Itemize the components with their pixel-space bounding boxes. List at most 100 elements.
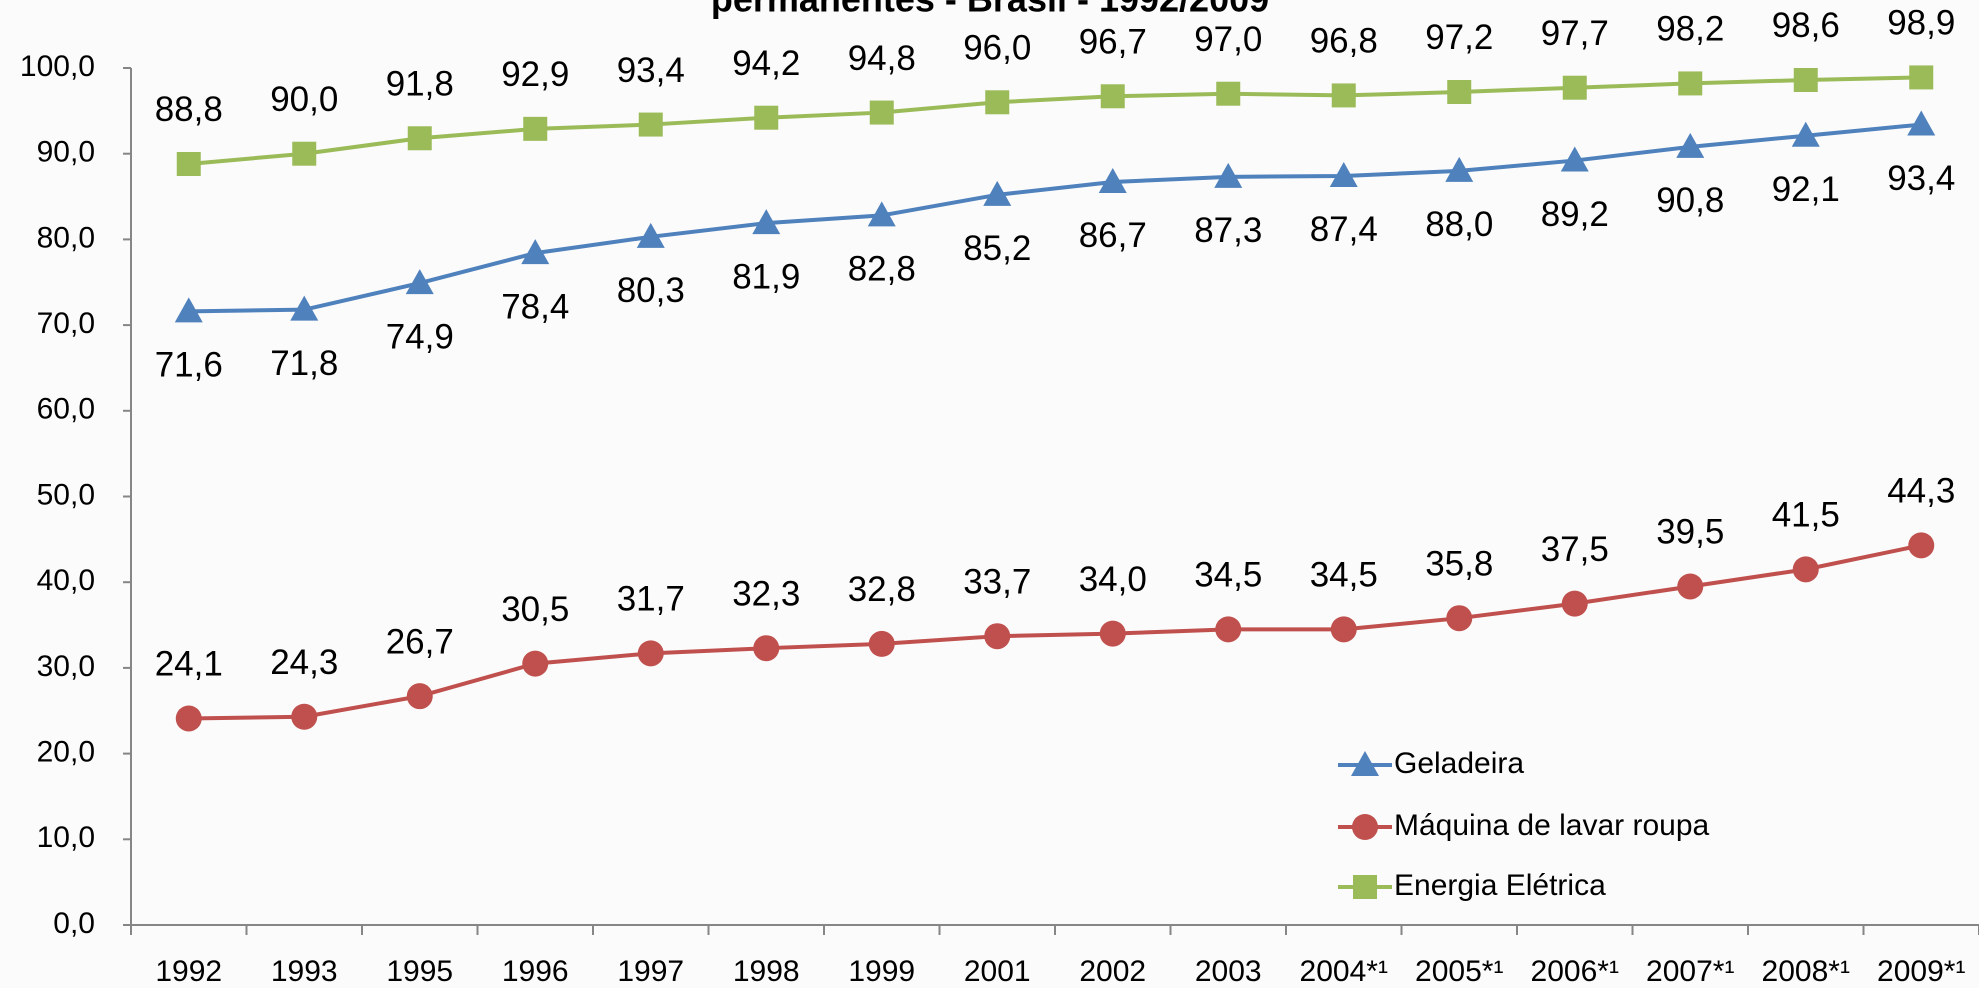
data-label: 85,2 (963, 229, 1031, 268)
chart-title: permanentes - Brasil - 1992/2009 (711, 0, 1269, 20)
data-label: 24,1 (155, 645, 223, 684)
data-label: 98,2 (1656, 10, 1724, 49)
x-tick-label: 1995 (386, 955, 453, 988)
point-marker (1678, 71, 1702, 95)
point-marker (1563, 76, 1587, 100)
y-tick-label: 90,0 (37, 136, 95, 169)
data-label: 87,4 (1310, 210, 1378, 249)
point-marker (176, 705, 202, 731)
data-label: 96,7 (1079, 23, 1147, 62)
data-label: 41,5 (1772, 496, 1840, 535)
x-tick-label: 2004*¹ (1300, 955, 1388, 988)
x-tick-label: 2008*¹ (1762, 955, 1850, 988)
data-label: 80,3 (617, 271, 685, 310)
point-marker (1794, 68, 1818, 92)
data-label: 34,0 (1079, 560, 1147, 599)
point-marker (869, 631, 895, 657)
data-label: 97,7 (1541, 14, 1609, 53)
legend-label: Geladeira (1394, 747, 1524, 780)
point-marker (1677, 573, 1703, 599)
data-label: 98,9 (1887, 4, 1955, 43)
data-label: 96,0 (963, 29, 1031, 68)
data-label: 74,9 (386, 317, 454, 356)
x-tick-label: 2003 (1195, 955, 1262, 988)
x-tick-label: 2001 (964, 955, 1031, 988)
data-label: 91,8 (386, 65, 454, 104)
chart: permanentes - Brasil - 1992/2009 0,0 10,0… (0, 0, 1979, 988)
point-marker (1793, 556, 1819, 582)
data-label: 78,4 (501, 287, 569, 326)
point-marker (522, 651, 548, 677)
point-marker (754, 106, 778, 130)
data-label: 98,6 (1772, 6, 1840, 45)
data-label: 90,8 (1656, 181, 1724, 220)
data-label: 26,7 (386, 622, 454, 661)
data-label: 30,5 (501, 590, 569, 629)
data-label: 34,5 (1310, 556, 1378, 595)
point-marker (291, 704, 317, 730)
data-label: 44,3 (1887, 472, 1955, 511)
point-marker (1215, 616, 1241, 642)
y-tick-label: 50,0 (37, 478, 95, 511)
data-label: 32,8 (848, 570, 916, 609)
data-label: 39,5 (1656, 513, 1724, 552)
point-marker (1100, 621, 1126, 647)
point-marker (177, 152, 201, 176)
data-label: 92,1 (1772, 170, 1840, 209)
point-marker (985, 90, 1009, 114)
x-tick-label: 1993 (271, 955, 338, 988)
data-label: 87,3 (1194, 211, 1262, 250)
y-tick-label: 20,0 (37, 736, 95, 769)
data-label: 94,2 (732, 44, 800, 83)
point-marker (1332, 83, 1356, 107)
x-tick-label: 1999 (848, 955, 915, 988)
point-marker (1907, 111, 1935, 136)
legend-label: Energia Elétrica (1394, 869, 1606, 902)
point-marker (1216, 82, 1240, 106)
point-marker (1562, 591, 1588, 617)
data-label: 34,5 (1194, 556, 1262, 595)
point-marker (1331, 616, 1357, 642)
x-tick-label: 1996 (502, 955, 569, 988)
data-label: 81,9 (732, 257, 800, 296)
data-label: 90,0 (270, 80, 338, 119)
data-label: 31,7 (617, 580, 685, 619)
legend-label: Máquina de lavar roupa (1394, 809, 1710, 842)
x-tick-label: 1998 (733, 955, 800, 988)
point-marker (753, 635, 779, 661)
point-marker (1909, 65, 1933, 89)
data-label: 82,8 (848, 250, 916, 289)
data-label: 89,2 (1541, 195, 1609, 234)
y-tick-label: 10,0 (37, 821, 95, 854)
y-tick-label: 70,0 (37, 307, 95, 340)
point-marker (1447, 80, 1471, 104)
data-label: 93,4 (617, 51, 685, 90)
data-label: 88,0 (1425, 205, 1493, 244)
legend-marker (1353, 875, 1377, 899)
point-marker (870, 101, 894, 125)
data-label: 24,3 (270, 643, 338, 682)
data-label: 96,8 (1310, 22, 1378, 61)
point-marker (1101, 84, 1125, 108)
y-tick-label: 60,0 (37, 393, 95, 426)
point-marker (984, 623, 1010, 649)
x-tick-label: 2009*¹ (1877, 955, 1965, 988)
point-marker (292, 142, 316, 166)
y-tick-label: 80,0 (37, 221, 95, 254)
point-marker (1446, 605, 1472, 631)
y-tick-label: 100,0 (20, 50, 95, 83)
data-label: 32,3 (732, 574, 800, 613)
data-label: 92,9 (501, 55, 569, 94)
point-marker (523, 117, 547, 141)
data-label: 86,7 (1079, 216, 1147, 255)
x-tick-label: 2002 (1079, 955, 1146, 988)
data-label: 71,6 (155, 346, 223, 385)
data-label: 94,8 (848, 39, 916, 78)
data-label: 37,5 (1541, 530, 1609, 569)
data-label: 97,2 (1425, 18, 1493, 57)
y-tick-label: 0,0 (53, 907, 95, 940)
data-label: 35,8 (1425, 544, 1493, 583)
data-label: 33,7 (963, 562, 1031, 601)
point-marker (1908, 532, 1934, 558)
y-tick-label: 30,0 (37, 650, 95, 683)
